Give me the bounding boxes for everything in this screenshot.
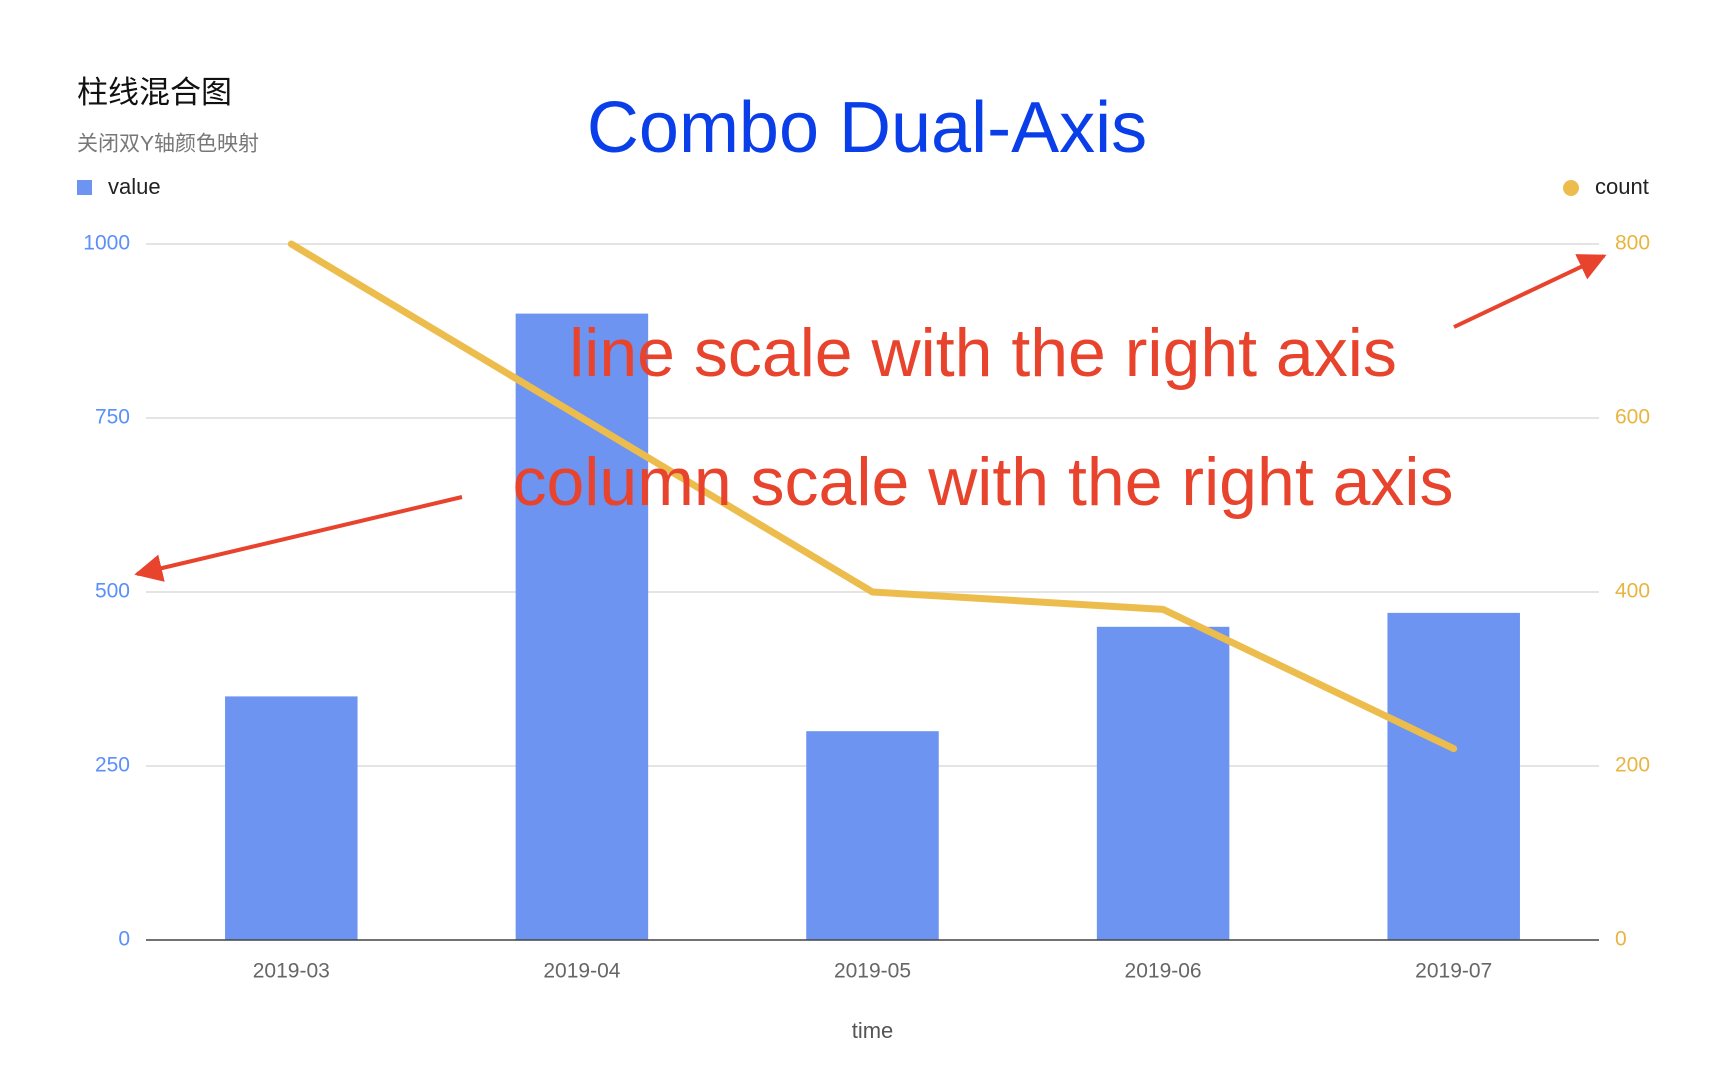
y2-tick-label: 0 — [1615, 928, 1627, 951]
chart-subtitle: 关闭双Y轴颜色映射 — [77, 133, 259, 156]
legend-label: count — [1595, 174, 1649, 199]
y2-tick-label: 800 — [1615, 232, 1650, 255]
x-tick-label: 2019-03 — [253, 960, 330, 983]
legend-marker — [1563, 180, 1579, 196]
y2-tick-label: 400 — [1615, 580, 1650, 603]
legend-label: value — [108, 174, 161, 199]
bar — [1387, 612, 1520, 940]
y-tick-label: 250 — [95, 754, 130, 777]
y-tick-label: 500 — [95, 580, 130, 603]
x-tick-label: 2019-07 — [1415, 960, 1492, 983]
bar — [225, 696, 358, 940]
plot-area: 0 250 500 750 1000 0 200 400 600 800 2019-03 2019-0… — [83, 232, 1650, 1043]
y-tick-label: 1000 — [83, 232, 130, 255]
y2-tick-label: 600 — [1615, 406, 1650, 429]
legend-marker — [77, 180, 92, 195]
chart-title: 柱线混合图 — [77, 75, 232, 110]
annotation: line scale with the right axis — [569, 315, 1397, 391]
y2-tick-label: 200 — [1615, 754, 1650, 777]
annotation: Combo Dual-Axis — [587, 88, 1147, 168]
x-tick-label: 2019-06 — [1125, 960, 1202, 983]
annotation: column scale with the right axis — [512, 444, 1453, 520]
x-axis-title: time — [852, 1018, 894, 1043]
x-tick-label: 2019-05 — [834, 960, 911, 983]
y-tick-label: 750 — [95, 406, 130, 429]
arrow — [1453, 254, 1607, 329]
y-tick-label: 0 — [118, 928, 130, 951]
bar — [515, 313, 649, 941]
bar — [806, 731, 939, 940]
line — [287, 240, 1458, 753]
arrow — [134, 495, 463, 582]
bar — [1096, 626, 1230, 940]
x-tick-label: 2019-04 — [543, 960, 620, 983]
